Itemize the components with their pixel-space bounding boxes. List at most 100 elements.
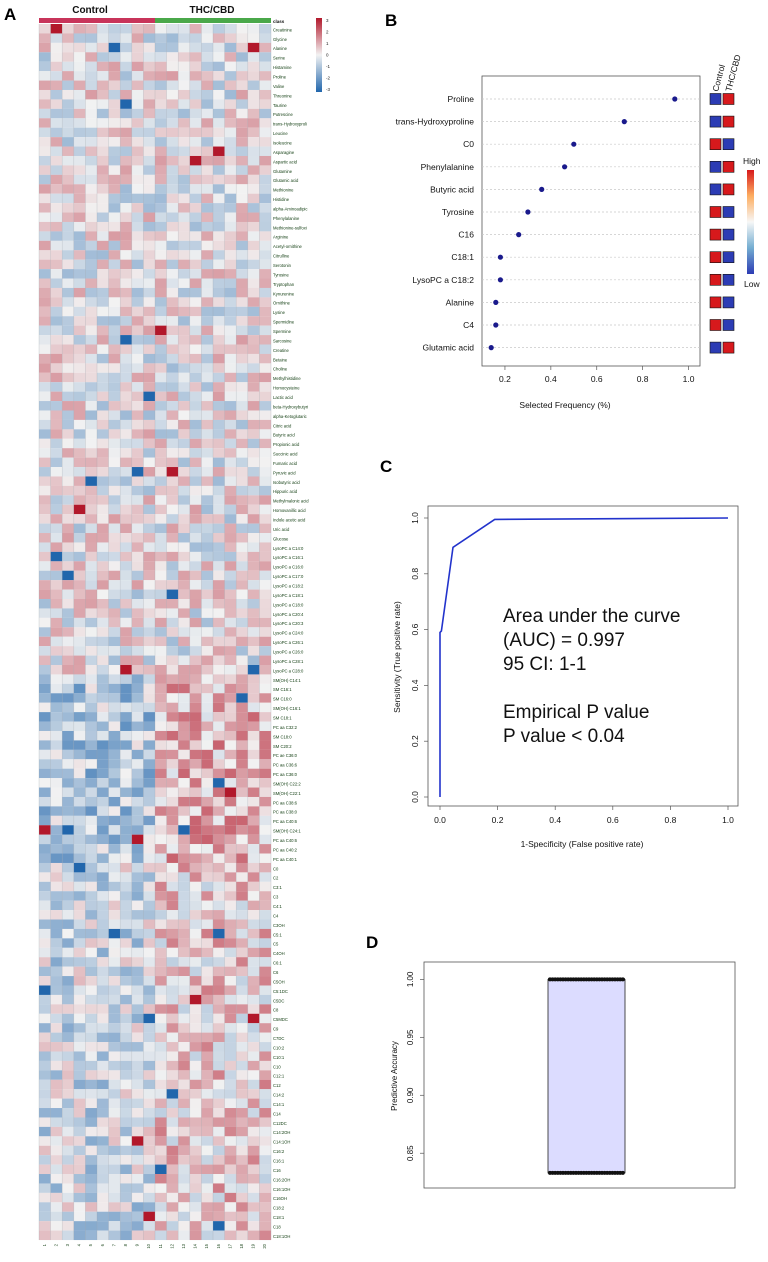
heatmap-row [39, 608, 272, 618]
heatmap-cell [247, 1042, 260, 1052]
dot-plot-category-label: Alanine [446, 297, 475, 307]
heatmap-cell [189, 80, 202, 91]
heatmap-cell [39, 815, 51, 826]
heatmap-cell [50, 646, 63, 656]
heatmap-cell [108, 438, 121, 449]
heatmap-cell [247, 655, 260, 666]
heatmap-row-label: LysoPC a C20:3 [273, 621, 304, 626]
heatmap-cell [73, 994, 86, 1005]
heatmap-cell [62, 853, 74, 863]
heatmap-cell [39, 410, 51, 420]
heatmap-cell [247, 853, 260, 863]
heatmap-cell [224, 137, 237, 147]
heatmap-cell [85, 844, 98, 854]
heatmap-cell [50, 108, 63, 119]
heatmap-cell [236, 231, 248, 241]
heatmap-cell [50, 1164, 63, 1175]
heatmap-cell [73, 806, 86, 816]
heatmap-cell [259, 900, 272, 911]
heatmap-cell [39, 24, 51, 34]
heatmap-cell [39, 1192, 51, 1203]
heatmap-cell [155, 796, 167, 807]
heatmap-cell [62, 825, 74, 835]
heatmap-cell [108, 787, 121, 798]
heatmap-cell [247, 278, 260, 288]
heatmap-row-label: C5 [273, 942, 279, 947]
heatmap-cell [39, 947, 51, 958]
heatmap-cell [39, 570, 51, 581]
heatmap-cell [85, 127, 98, 138]
heatmap-cell [85, 693, 98, 703]
heatmap-cell [50, 1070, 63, 1080]
heatmap-row [39, 1126, 272, 1137]
heatmap-cell [143, 759, 156, 769]
heatmap-cell [201, 52, 214, 62]
heatmap-row-label: LysoPC a C26:0 [273, 649, 304, 654]
heatmap-cell [143, 259, 156, 270]
heatmap-cell [143, 778, 156, 788]
heatmap-cell [213, 938, 225, 948]
heatmap-cell [73, 561, 86, 571]
heatmap-cell [189, 683, 202, 694]
heatmap-cell [224, 674, 237, 684]
heatmap-cell [189, 806, 202, 816]
heatmap-cell [213, 174, 225, 185]
heatmap-cell [131, 787, 144, 798]
heatmap-cell [224, 1089, 237, 1099]
heatmap-row [39, 853, 272, 863]
heatmap-cell [259, 523, 272, 534]
heatmap-cell [50, 325, 63, 336]
roc-y-tick-label: 0.0 [410, 791, 420, 803]
heatmap-cell [108, 495, 121, 505]
heatmap-cell [155, 891, 167, 901]
heatmap-scale-tick: -3 [326, 87, 330, 92]
heatmap-cell [236, 787, 248, 798]
heatmap-cell [178, 485, 190, 496]
heatmap-cell [213, 966, 225, 977]
heatmap-cell [166, 966, 179, 977]
heatmap-cell [247, 467, 260, 477]
heatmap-cell [120, 221, 132, 232]
heatmap-cell [247, 844, 260, 854]
heatmap-cell [213, 1164, 225, 1175]
heatmap-cell [236, 1023, 248, 1033]
heatmap-cell [178, 231, 190, 241]
heatmap-cell [120, 994, 132, 1005]
heatmap-cell [97, 853, 109, 863]
heatmap-cell [131, 702, 144, 713]
heatmap-cell [108, 768, 121, 779]
heatmap-cell [73, 580, 86, 590]
heatmap-cell [259, 589, 272, 600]
heatmap-cell [39, 844, 51, 854]
heatmap-cell [131, 1174, 144, 1184]
heatmap-cell [39, 1042, 51, 1052]
heatmap-cell [73, 825, 86, 835]
heatmap-cell [143, 1136, 156, 1146]
heatmap-cell [224, 212, 237, 223]
heatmap-row-label: Betaine [273, 357, 288, 362]
heatmap-cell [97, 240, 109, 251]
heatmap-cell [247, 316, 260, 326]
heatmap-cell [108, 1126, 121, 1137]
heatmap-cell [39, 99, 51, 109]
heatmap-cell [85, 825, 98, 835]
heatmap-cell [62, 61, 74, 72]
heatmap-row-label: Citrulline [273, 254, 290, 259]
heatmap-cell [143, 834, 156, 845]
heatmap-cell [131, 108, 144, 119]
heatmap-cell [213, 391, 225, 402]
heatmap-cell [50, 24, 63, 34]
heatmap-cell [155, 768, 167, 779]
heatmap-cell [143, 1023, 156, 1033]
heatmap-cell [201, 467, 214, 477]
heatmap-cell [97, 514, 109, 524]
heatmap-cell [39, 155, 51, 166]
heatmap-cell [85, 363, 98, 373]
heatmap-row [39, 504, 272, 515]
boxplot-y-tick-label: 0.90 [406, 1087, 415, 1103]
dot-plot-point [539, 186, 545, 192]
heatmap-cell [166, 1032, 179, 1043]
heatmap-cell [108, 118, 121, 128]
heatmap-row-label: Glucose [273, 536, 289, 541]
heatmap-cell [73, 900, 86, 911]
